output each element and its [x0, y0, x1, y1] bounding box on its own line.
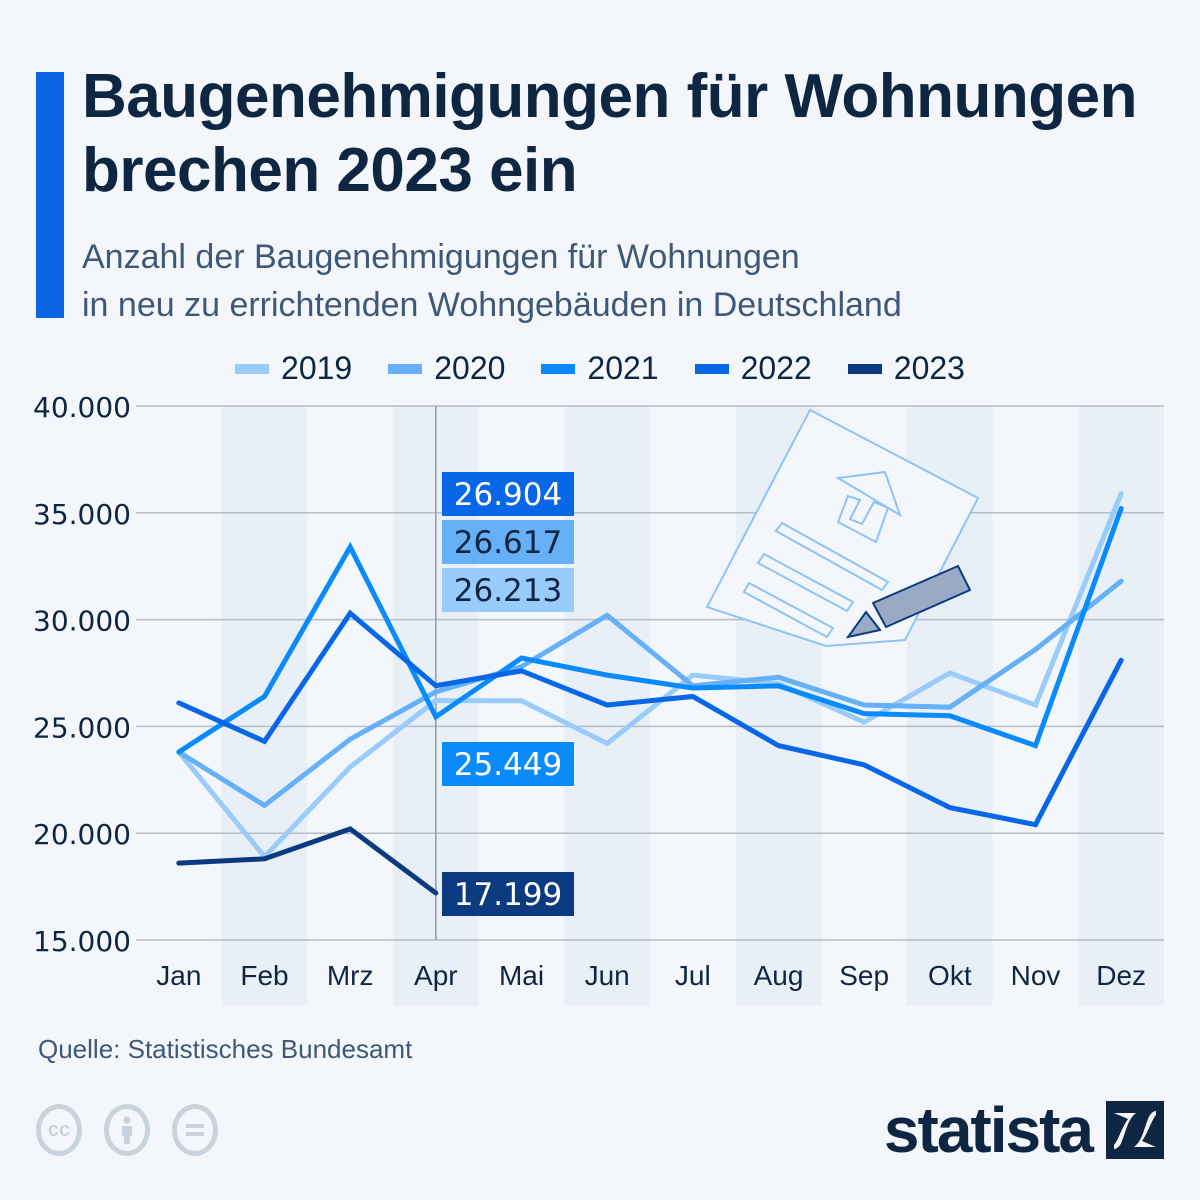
x-tick-label: Aug: [754, 960, 804, 991]
value-label-box-2022: [442, 472, 574, 516]
x-tick-label: Mrz: [327, 960, 374, 991]
legend-item-2023[interactable]: 2023: [847, 350, 965, 387]
value-label-2019: 26.213: [454, 573, 562, 609]
title-accent-bar: [36, 72, 64, 318]
document-pencil-illustration: [705, 408, 980, 648]
legend-item-2022[interactable]: 2022: [694, 350, 812, 387]
value-label-2021: 25.449: [454, 747, 562, 783]
value-label-2020: 26.617: [454, 525, 562, 561]
x-tick-label: Sep: [839, 960, 889, 991]
legend-label: 2023: [893, 350, 965, 386]
x-tick-label: Jun: [585, 960, 630, 991]
legend-item-2021[interactable]: 2021: [541, 350, 659, 387]
series-line-2020: [176, 578, 1124, 809]
legend-label: 2021: [587, 350, 659, 386]
statista-logo-icon: [1106, 1101, 1164, 1159]
legend-swatch: [847, 363, 882, 374]
source-note: Quelle: Statistisches Bundesamt: [38, 1034, 413, 1064]
value-label-2023: 17.199: [454, 877, 562, 913]
value-label-box-2021: [442, 742, 574, 786]
subtitle-line-1: Anzahl der Baugenehmigungen für Wohnunge…: [82, 238, 800, 276]
x-tick-label: Okt: [928, 960, 972, 991]
legend-swatch: [694, 363, 729, 374]
y-tick-label: 15.000: [33, 925, 131, 958]
no-derivatives-icon[interactable]: [172, 1104, 218, 1156]
legend-label: 2022: [740, 350, 812, 386]
series-line-2021: [176, 506, 1124, 755]
y-tick-label: 30.000: [33, 605, 131, 638]
column-band: [221, 406, 308, 1006]
y-tick-label: 25.000: [33, 711, 131, 744]
column-band: [1078, 406, 1164, 1006]
legend-swatch: [541, 363, 576, 374]
chart-legend: 2019 2020 2021 2022 2023: [0, 350, 1200, 387]
y-tick-label: 40.000: [33, 391, 131, 424]
page-subtitle: Anzahl der Baugenehmigungen für Wohnunge…: [82, 233, 1182, 329]
logo-text: statista: [883, 1094, 1094, 1166]
series-line-2023: [176, 826, 439, 896]
x-tick-label: Jul: [675, 960, 711, 991]
y-tick-label: 20.000: [33, 818, 131, 851]
value-label-box-2019: [442, 568, 574, 612]
legend-label: 2019: [281, 350, 353, 386]
subtitle-line-2: in neu zu errichtenden Wohngebäuden in D…: [82, 286, 902, 324]
line-chart: 40.000 35.000 30.000 25.000 20.000 15.000 Jan F…: [33, 391, 1164, 1006]
series-line-2019: [176, 491, 1124, 861]
license-icons: cc: [36, 1104, 218, 1156]
page-title: Baugenehmigungen für Wohnungen brechen 2…: [82, 62, 1137, 205]
legend-item-2020[interactable]: 2020: [388, 350, 505, 387]
x-tick-label: Mai: [499, 960, 544, 991]
attribution-icon[interactable]: [104, 1104, 150, 1156]
legend-swatch: [388, 363, 423, 374]
x-tick-label: Feb: [240, 960, 288, 991]
x-tick-label: Nov: [1011, 960, 1061, 991]
statista-logo[interactable]: statista: [884, 1098, 1164, 1162]
y-tick-label: 35.000: [33, 498, 131, 531]
x-tick-label: Jan: [156, 960, 201, 991]
legend-item-2019[interactable]: 2019: [235, 350, 352, 387]
x-tick-label: Dez: [1096, 960, 1146, 991]
legend-label: 2020: [434, 350, 506, 386]
x-tick-label: Apr: [414, 960, 458, 991]
legend-swatch: [235, 363, 270, 374]
series-line-2022: [176, 609, 1124, 828]
cc-icon[interactable]: cc: [36, 1104, 82, 1156]
value-label-2022: 26.904: [454, 477, 562, 513]
value-label-box-2023: [442, 872, 574, 916]
value-label-box-2020: [442, 520, 574, 564]
